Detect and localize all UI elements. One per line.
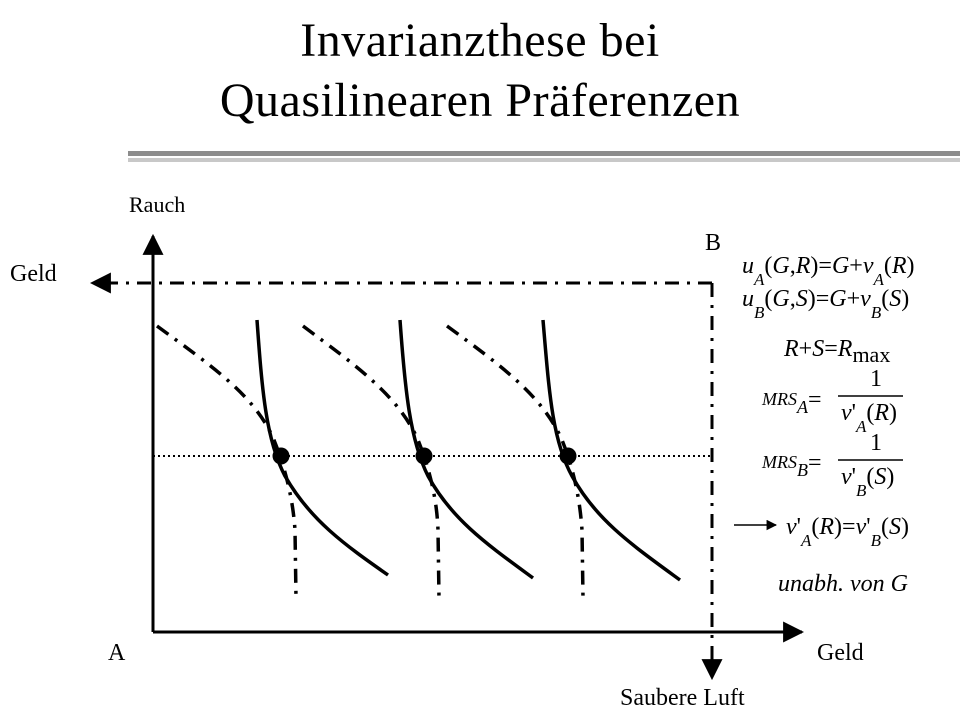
- title-line-1: Invarianzthese bei: [300, 14, 660, 67]
- title-rule-light: [128, 158, 960, 162]
- label-origin-b: B: [705, 230, 721, 256]
- svg-text:v'B(S): v'B(S): [841, 464, 894, 500]
- svg-text:1: 1: [870, 430, 882, 456]
- formula-mrs-a: MRSA= 1 v'A(R): [761, 366, 903, 436]
- formula-utility-a: uA(G,R)=G+vA(R): [742, 253, 915, 289]
- label-geld-bottom: Geld: [817, 640, 864, 666]
- tangency-point-3: [559, 447, 577, 465]
- indifference-curve-a-2: [398, 319, 535, 580]
- formula-mrs-b: MRSB= 1 v'B(S): [761, 430, 903, 500]
- formula-constraint: R+S=Rmax: [783, 336, 890, 367]
- svg-text:v'A(R): v'A(R): [841, 400, 897, 436]
- svg-text:uB(G,S)=G+vB(S): uB(G,S)=G+vB(S): [742, 286, 909, 322]
- formula-condition: v'A(R)=v'B(S): [786, 514, 909, 550]
- tangency-point-2: [415, 447, 433, 465]
- svg-text:uA(G,R)=G+vA(R): uA(G,R)=G+vA(R): [742, 253, 915, 289]
- indifference-curve-b-1: [155, 324, 298, 599]
- indifference-curve-b-3: [445, 324, 585, 599]
- label-unabh-von-g: unabh. von G: [778, 571, 908, 597]
- svg-text:R+S=Rmax: R+S=Rmax: [783, 336, 890, 367]
- svg-text:v'A(R)=v'B(S): v'A(R)=v'B(S): [786, 514, 909, 550]
- label-rauch: Rauch: [129, 192, 185, 217]
- formula-utility-b: uB(G,S)=G+vB(S): [742, 286, 909, 322]
- svg-text:MRSA=: MRSA=: [761, 387, 822, 417]
- label-saubere-luft: Saubere Luft: [620, 685, 745, 711]
- svg-text:MRSB=: MRSB=: [761, 450, 822, 480]
- title-rule-dark: [128, 151, 960, 156]
- tangency-point-1: [272, 447, 290, 465]
- title-line-2: Quasilinearen Präferenzen: [219, 74, 741, 127]
- indifference-curve-b-2: [301, 324, 441, 599]
- label-geld-left: Geld: [10, 261, 57, 287]
- label-origin-a: A: [108, 640, 126, 666]
- svg-text:1: 1: [870, 366, 882, 392]
